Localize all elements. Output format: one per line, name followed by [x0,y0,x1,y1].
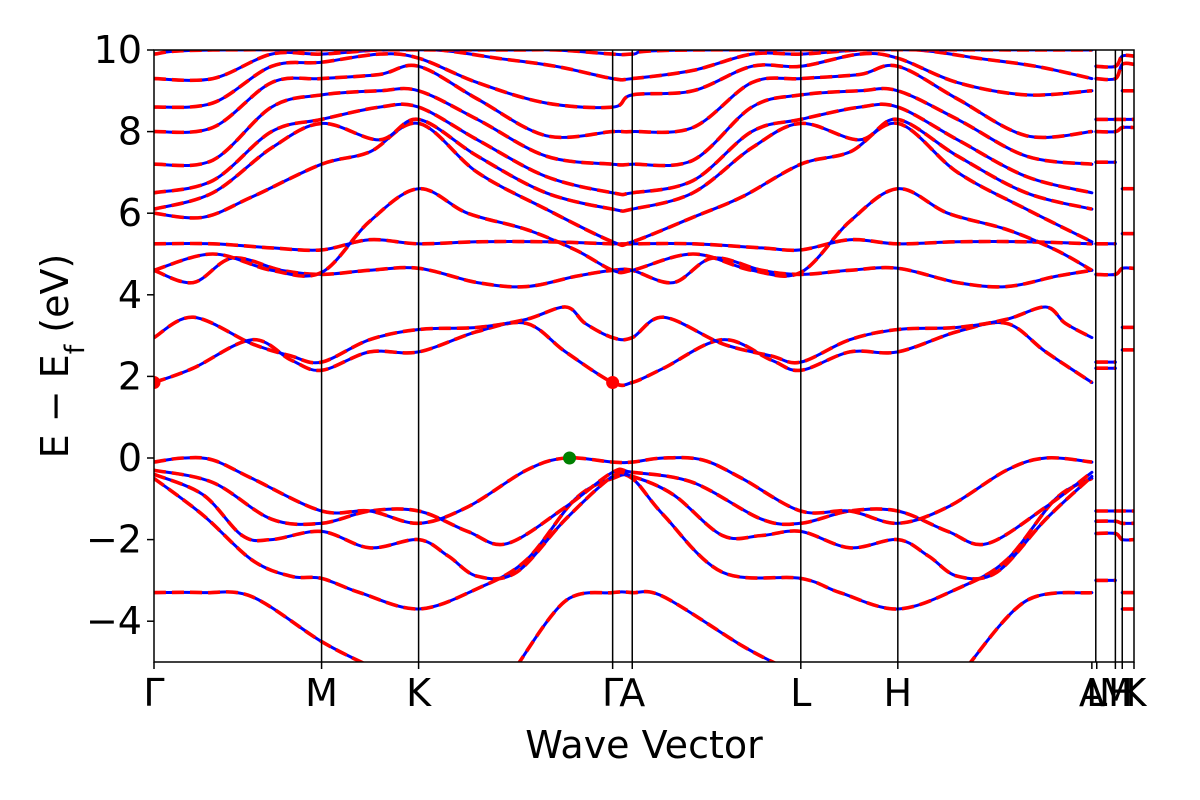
x-tick-label-5: L [790,671,811,715]
y-tick-label-2: 6 [118,191,142,235]
band-line-solid-11 [154,187,1094,278]
bands-layer [154,50,1134,662]
y-axis-ticks: 10 8 6 4 2 0 −2 −4 [86,28,154,643]
band-line-dashed-6 [154,455,1093,526]
y-axis-label-suffix: (eV) [33,254,77,345]
kpoint-vlines [320,50,1123,662]
x-tick-label-10: H [1108,671,1137,715]
x-axis-label: Wave Vector [525,723,763,767]
y-tick-label-5: 0 [118,436,142,480]
x-tick-label-6: H [884,671,913,715]
band-line-dashed-7 [154,320,1093,388]
band-line-dashed-39 [1095,53,1134,69]
y-tick-label-1: 8 [118,110,142,154]
x-tick-label-3: Γ [602,671,623,715]
x-tick-label-11: K [1122,671,1148,715]
x-tick-label-7: A [1079,671,1105,715]
band-line-solid-12 [154,121,1094,247]
y-axis-label: E − Ef (eV) [33,254,91,459]
band-line-dashed-5 [154,467,1093,547]
band-line-dashed-9 [154,256,1093,289]
x-tick-label-9: M [1099,671,1132,715]
x-tick-label-1: M [305,671,338,715]
extremum-marker-0 [154,376,161,390]
band-line-dashed-22 [1095,531,1134,542]
band-line-dashed-38 [1095,61,1134,82]
extremum-marker-1 [606,376,620,390]
band-line-solid-6 [154,456,1094,525]
band-line-dashed-11 [154,186,1093,278]
band-line-solid-2 [968,591,1094,662]
y-axis-label-sub: f [60,343,91,354]
band-line-dashed-12 [154,121,1093,248]
x-tick-label-8: L [1086,671,1107,715]
band-line-dashed-15 [154,86,1093,168]
band-line-dashed-19 [154,50,1092,57]
markers-layer [154,376,620,465]
band-line-dashed-21 [1095,519,1134,526]
x-tick-label-4: A [619,671,645,715]
y-axis-label-main: E − E [33,354,77,458]
extremum-marker-2 [563,451,577,465]
x-tick-label-0: Γ [143,671,164,715]
band-line-dashed-17 [154,51,1093,110]
band-line-dashed-1 [517,589,777,662]
band-line-dashed-2 [968,590,1093,662]
band-line-dashed-16 [154,63,1093,140]
y-tick-label-7: −4 [86,599,142,643]
band-line-dashed-3 [154,473,1093,611]
band-line-dashed-30 [1095,266,1134,277]
y-tick-label-4: 2 [118,354,142,398]
band-line-dashed-35 [1095,125,1134,134]
y-tick-label-0: 10 [94,28,142,72]
band-line-dashed-4 [154,470,1094,581]
y-tick-label-6: −2 [86,518,142,562]
band-line-dashed-0 [154,590,366,662]
band-line-solid-3 [154,473,1094,611]
x-tick-label-2: K [406,671,432,715]
y-tick-label-3: 4 [118,273,142,317]
band-line-solid-8 [154,305,1094,365]
band-line-solid-1 [517,590,777,662]
band-line-dashed-14 [154,102,1093,197]
plot-frame [153,49,1135,663]
